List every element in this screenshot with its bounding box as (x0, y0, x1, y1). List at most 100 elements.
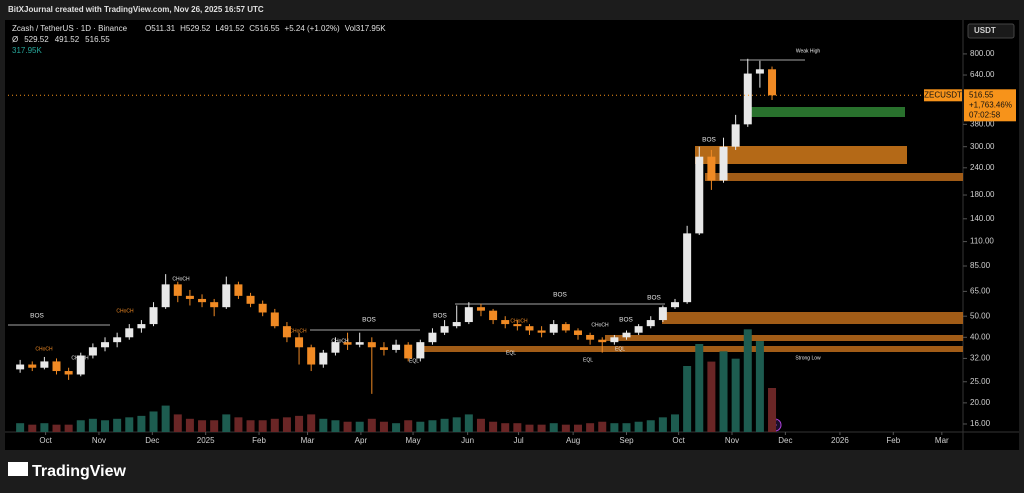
candle-body (222, 284, 231, 308)
volume-bar (282, 417, 291, 432)
annotation: CHoCH (331, 338, 349, 344)
candle-body (404, 344, 413, 359)
annotation: BOS (553, 292, 567, 299)
x-tick-label: Dec (778, 436, 792, 445)
candle-body (125, 328, 134, 338)
y-tick-label: 16.00 (970, 419, 991, 428)
candle-body (88, 347, 97, 356)
volume-bar (52, 424, 61, 432)
candle-body (489, 310, 498, 321)
volume-bar (76, 420, 85, 432)
ohlc-label: H529.52 (180, 24, 211, 33)
volume-bar (695, 344, 704, 432)
annotation: EQL (409, 358, 419, 364)
candle-body (295, 337, 304, 348)
volume-bar (198, 420, 207, 432)
volume-bar (367, 418, 376, 432)
candle-body (40, 361, 49, 368)
zone (705, 173, 963, 181)
price-tag-countdown: 07:02:58 (969, 110, 1001, 119)
volume-bar (622, 423, 631, 432)
y-tick-label: 180.00 (970, 190, 995, 199)
candle-body (113, 337, 122, 343)
volume-bar (222, 414, 231, 432)
candle-body (428, 332, 437, 343)
volume-bar (173, 414, 182, 432)
volume-bar (513, 423, 522, 432)
candle-body (768, 69, 777, 96)
indicator-label: 516.55 (85, 35, 110, 44)
volume-bar (464, 414, 473, 432)
candle-body (743, 73, 752, 125)
candle-body (76, 355, 85, 375)
y-tick-label: 640.00 (970, 70, 995, 79)
candle-body (16, 364, 25, 370)
volume-bar (586, 423, 595, 432)
volume-bar (101, 420, 110, 432)
candle-body (416, 342, 425, 359)
annotation: EQL (615, 346, 625, 352)
volume-bar (598, 421, 607, 432)
volume-bar (634, 421, 643, 432)
volume-bar (355, 421, 364, 432)
volume-bar (476, 418, 485, 432)
volume-bar (295, 415, 304, 432)
volume-bar (501, 423, 510, 432)
candle-body (137, 324, 146, 329)
candle-body (610, 337, 619, 343)
volume-bar (440, 418, 449, 432)
candle-body (64, 371, 73, 375)
annotation: CHoCH (71, 355, 89, 361)
volume-bar (610, 423, 619, 432)
ohlc-label: Vol317.95K (345, 24, 387, 33)
zone (605, 335, 963, 341)
candle-body (392, 344, 401, 350)
volume-bar (185, 418, 194, 432)
candle-body (270, 312, 279, 327)
candle-body (440, 326, 449, 333)
plot-area (5, 20, 963, 432)
candle-body (258, 303, 267, 313)
header: BitXJournal created with TradingView.com… (8, 5, 264, 14)
volume-bar (28, 424, 37, 432)
y-tick-label: 110.00 (970, 237, 994, 246)
volume-bar (246, 420, 255, 432)
volume-bar (658, 417, 667, 432)
volume-bar (125, 417, 134, 432)
zone (745, 107, 905, 117)
y-tick-label: 380.00 (970, 119, 995, 128)
volume-bar (671, 414, 680, 432)
candle-body (573, 330, 582, 335)
volume-bar (40, 423, 49, 432)
candle-body (319, 352, 328, 365)
y-tick-label: 20.00 (970, 398, 991, 407)
volume-bar (404, 420, 413, 432)
candle-body (658, 307, 667, 321)
volume-bar (683, 366, 692, 432)
x-tick-label: Aug (566, 436, 580, 445)
logo-mark (8, 462, 28, 476)
candle-body (101, 342, 110, 348)
ohlc-label: O511.31 (145, 24, 176, 33)
annotation: CHoCH (510, 318, 528, 324)
annotation: BOS (647, 295, 661, 302)
volume-bar (537, 424, 546, 432)
volume-bar (392, 423, 401, 432)
candle-body (755, 69, 764, 74)
annotation: Strong Low (795, 355, 821, 361)
y-tick-label: 50.00 (970, 311, 991, 320)
candle-body (379, 347, 388, 350)
volume-bar (258, 420, 267, 432)
ohlc-label: +5.24 (+1.02%) (285, 24, 340, 33)
y-tick-label: 300.00 (970, 142, 995, 151)
candle-body (525, 326, 534, 331)
x-tick-label: Nov (725, 436, 739, 445)
volume-bar (416, 421, 425, 432)
x-tick-label: May (405, 436, 420, 445)
volume-bar (149, 411, 158, 432)
volume-bar (452, 417, 461, 432)
annotation: BOS (362, 317, 376, 324)
annotation: CHoCH (289, 328, 307, 334)
volume-label: 317.95K (12, 46, 42, 55)
